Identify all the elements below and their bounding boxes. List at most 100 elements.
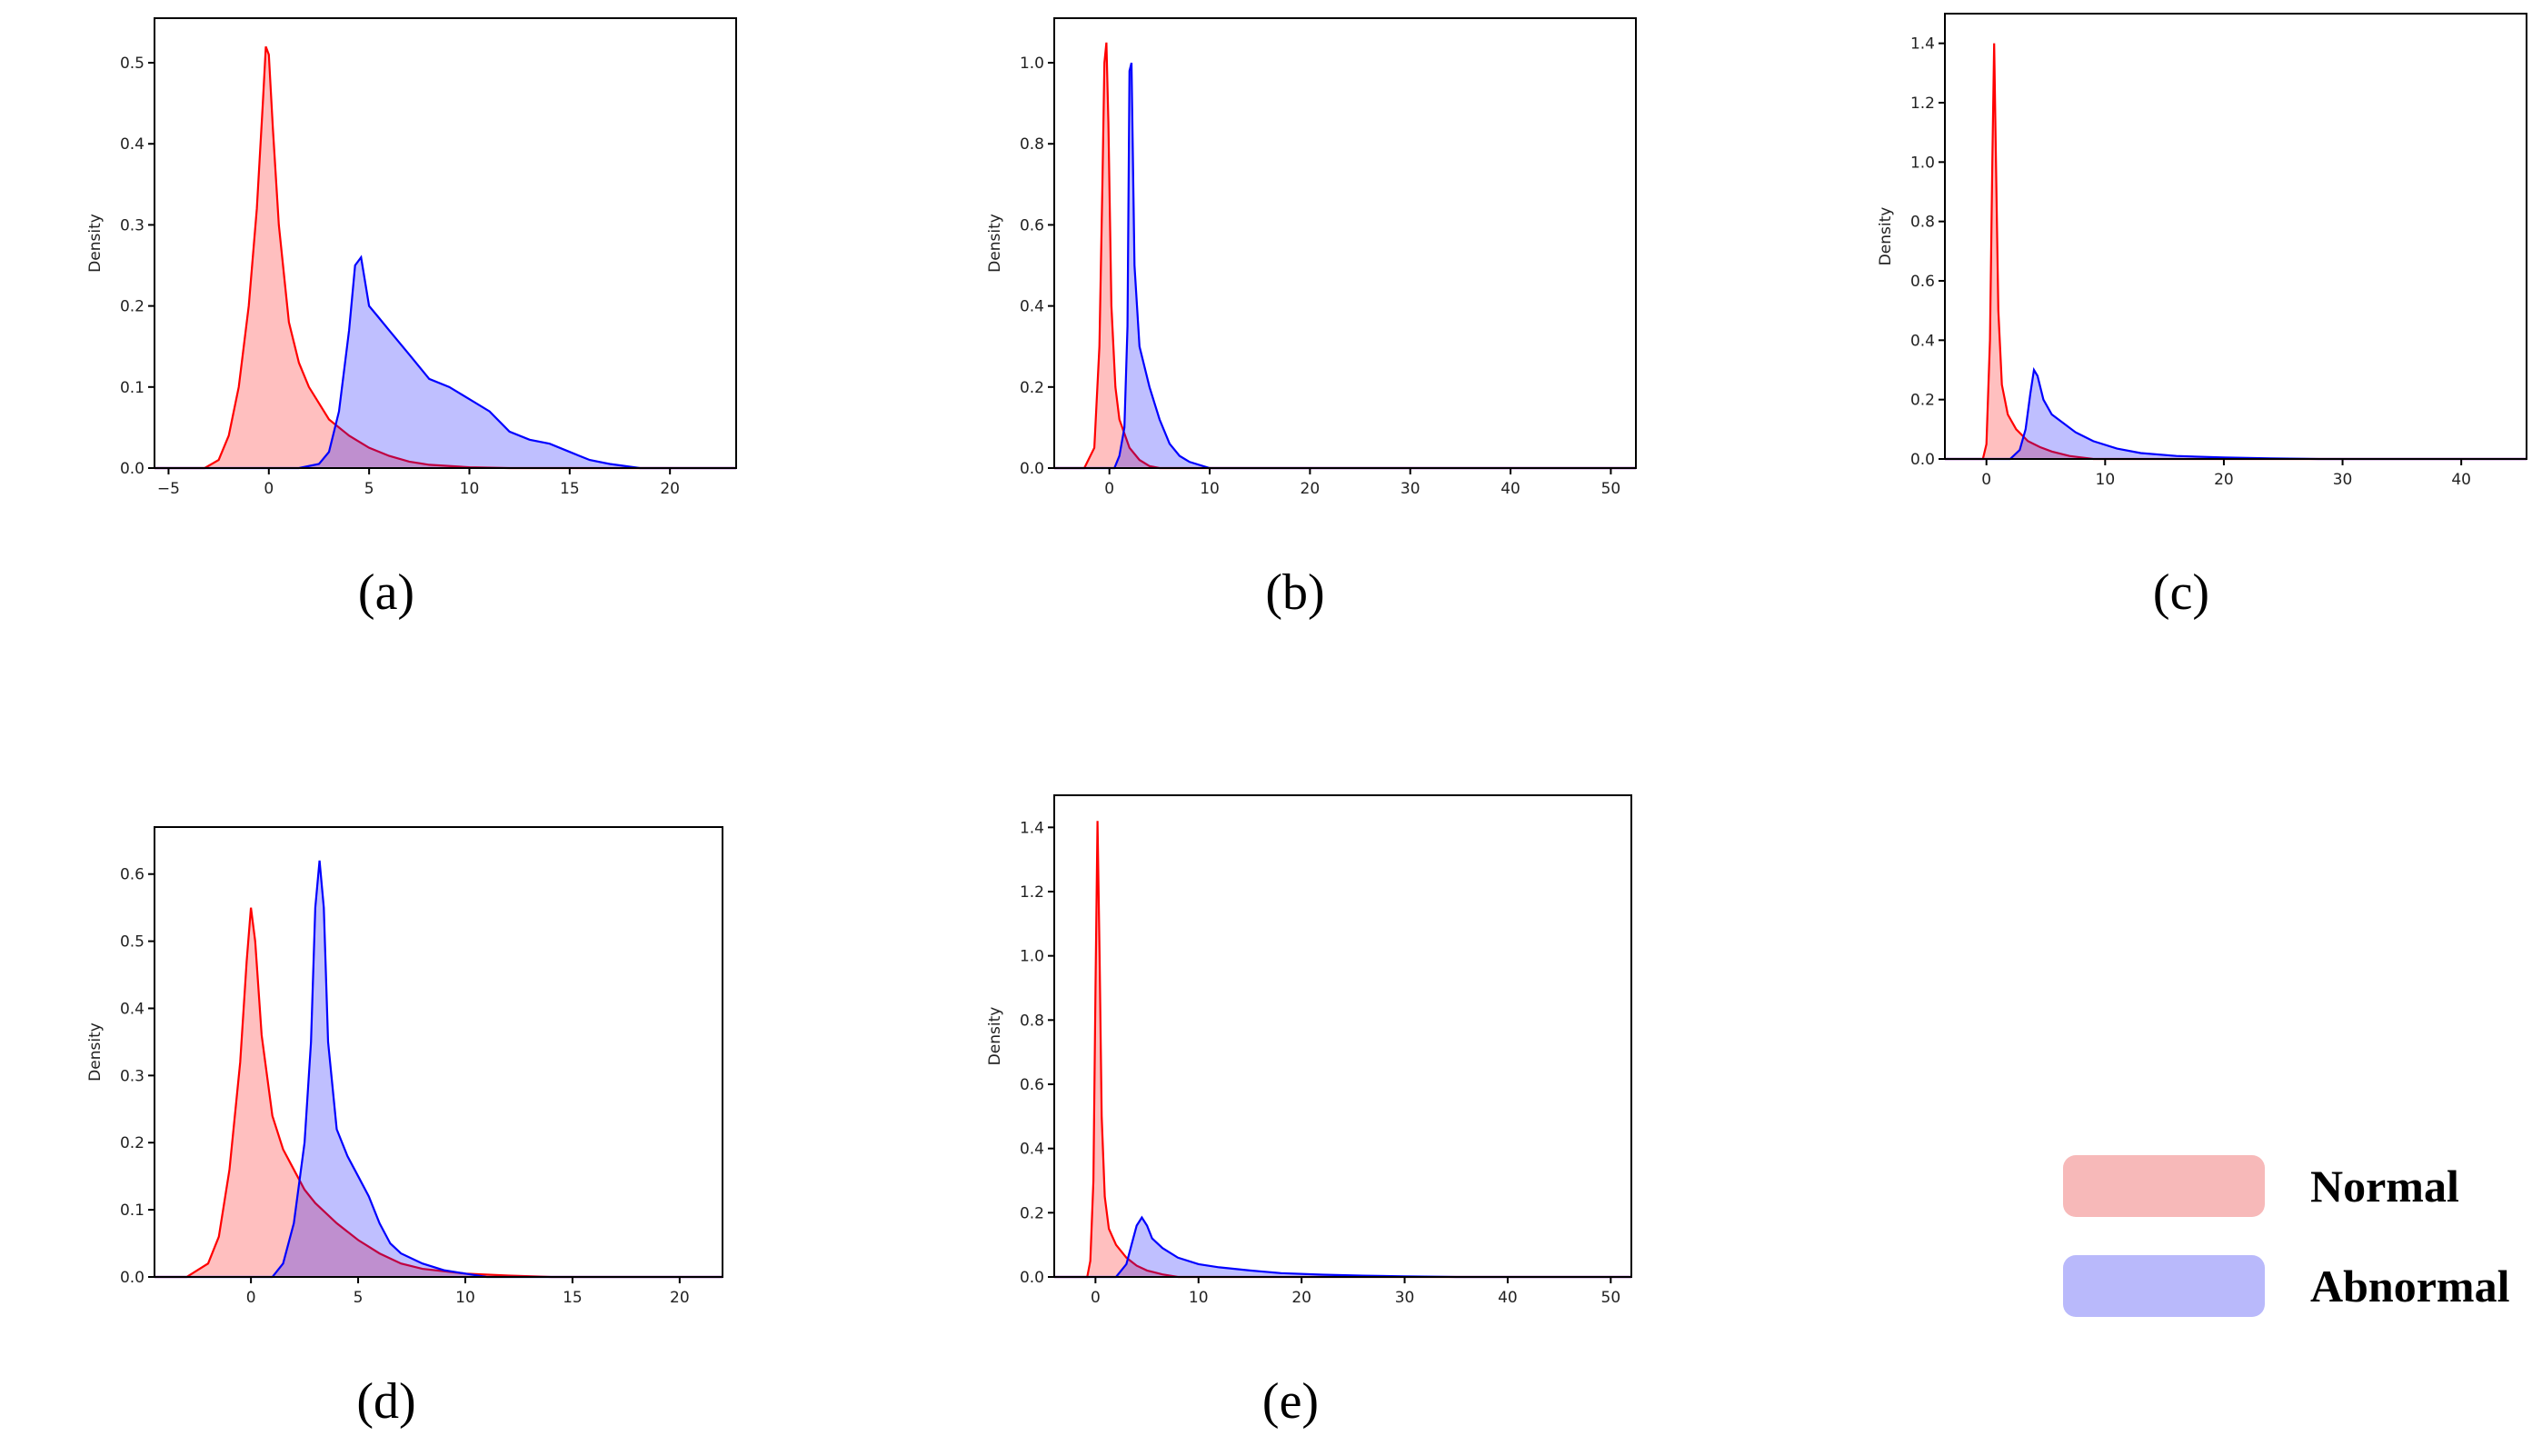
- axes-frame: [1053, 794, 1632, 1278]
- y-tick-label: 0.0: [1910, 451, 1935, 469]
- legend: Normal Abnormal: [2063, 1154, 2517, 1327]
- area-abnormal: [155, 257, 736, 468]
- area-normal: [155, 46, 736, 468]
- panel-caption: (d): [356, 1373, 416, 1430]
- x-tick-label: 5: [364, 480, 374, 498]
- y-tick-label: 0.1: [120, 379, 145, 397]
- y-tick-label: 0.6: [1020, 1076, 1044, 1094]
- y-tick-label: 1.4: [1020, 819, 1044, 837]
- chart-panel-1: 0 10 20 30 40 50 0.0 0.2 0.4 0.6 0.8 1.0 Density: [986, 17, 1637, 498]
- y-tick-label: 0.0: [120, 460, 145, 478]
- line-abnormal: [1054, 1215, 1631, 1279]
- panel-caption: (e): [1261, 1373, 1320, 1430]
- y-tick-label: 0.2: [1020, 1204, 1044, 1222]
- area-normal: [1054, 821, 1631, 1277]
- x-tick-label: 20: [1291, 1289, 1311, 1307]
- y-tick-label: 0.4: [1020, 298, 1044, 316]
- y-tick-label: 0.0: [1020, 1269, 1044, 1287]
- x-tick-label: 10: [1189, 1289, 1209, 1307]
- y-axis-label: Density: [1877, 207, 1895, 266]
- line-abnormal: [1945, 366, 2527, 461]
- x-tick-label: 40: [2451, 471, 2471, 489]
- legend-swatch-abnormal: [2063, 1255, 2265, 1317]
- x-tick-label: 20: [660, 480, 680, 498]
- x-tick-label: 15: [563, 1289, 583, 1307]
- y-tick-label: 0.1: [120, 1202, 145, 1220]
- x-tick-label: 50: [1601, 480, 1621, 498]
- line-normal: [1054, 42, 1636, 470]
- x-tick-label: 0: [1104, 480, 1114, 498]
- chart-panel-4: 0 10 20 30 40 50 0.0 0.2 0.4 0.6 0.8 1.0 1.2 1.4 Densi…: [986, 794, 1632, 1307]
- area-normal: [155, 907, 723, 1277]
- panel-caption: (c): [2152, 564, 2210, 621]
- x-tick-label: 50: [1601, 1289, 1621, 1307]
- legend-item-normal: Normal: [2063, 1154, 2459, 1218]
- x-tick-label: 0: [246, 1289, 256, 1307]
- y-tick-label: 0.6: [1020, 216, 1044, 234]
- x-tick-label: 30: [2333, 471, 2353, 489]
- x-tick-label: 5: [354, 1289, 364, 1307]
- line-abnormal: [155, 860, 723, 1279]
- line-normal: [155, 45, 736, 470]
- x-tick-label: 20: [670, 1289, 690, 1307]
- y-tick-label: 0.4: [1910, 332, 1935, 350]
- y-tick-label: 1.0: [1020, 55, 1044, 73]
- y-tick-label: 0.6: [1910, 273, 1935, 291]
- line-abnormal: [1054, 62, 1636, 470]
- x-tick-label: −5: [157, 480, 180, 498]
- y-tick-label: 0.0: [1020, 460, 1044, 478]
- y-tick-label: 0.2: [1020, 379, 1044, 397]
- y-tick-label: 1.0: [1020, 948, 1044, 966]
- y-tick-label: 0.5: [120, 55, 145, 73]
- panel-caption: (a): [357, 564, 415, 621]
- axes-frame: [154, 826, 723, 1278]
- x-tick-label: 30: [1395, 1289, 1415, 1307]
- y-tick-label: 0.2: [1910, 392, 1935, 410]
- y-tick-label: 0.8: [1910, 214, 1935, 232]
- line-normal: [1945, 43, 2527, 461]
- x-tick-label: 20: [1301, 480, 1321, 498]
- x-tick-label: 40: [1498, 1289, 1518, 1307]
- x-tick-label: 20: [2214, 471, 2234, 489]
- y-tick-label: 1.4: [1910, 35, 1935, 54]
- legend-label-normal: Normal: [2310, 1161, 2459, 1212]
- x-tick-label: 10: [2096, 471, 2116, 489]
- chart-panel-3: 0 5 10 15 20 0.0 0.1 0.2 0.3 0.4 0.5 0.6 Density: [86, 826, 723, 1307]
- y-tick-label: 0.0: [120, 1269, 145, 1287]
- y-tick-label: 0.8: [1020, 135, 1044, 154]
- y-axis-label: Density: [86, 1022, 105, 1082]
- y-tick-label: 0.3: [120, 1067, 145, 1085]
- y-tick-label: 0.2: [120, 298, 145, 316]
- legend-label-abnormal: Abnormal: [2310, 1261, 2510, 1311]
- y-axis-label: Density: [986, 214, 1004, 273]
- y-tick-label: 0.3: [120, 216, 145, 234]
- y-tick-label: 0.6: [120, 866, 145, 884]
- area-abnormal: [1054, 63, 1636, 468]
- line-normal: [1054, 821, 1631, 1279]
- y-axis-label: Density: [86, 214, 105, 273]
- line-abnormal: [155, 254, 736, 470]
- panel-caption: (b): [1265, 564, 1325, 621]
- y-tick-label: 0.4: [120, 135, 145, 154]
- y-tick-label: 1.0: [1910, 154, 1935, 172]
- axes-frame: [154, 17, 737, 469]
- legend-swatch-normal: [2063, 1155, 2265, 1217]
- line-normal: [155, 907, 723, 1279]
- x-tick-label: 10: [1200, 480, 1220, 498]
- x-tick-label: 0: [1981, 471, 1991, 489]
- y-tick-label: 0.2: [120, 1134, 145, 1152]
- area-normal: [1945, 43, 2527, 459]
- x-tick-label: 0: [1091, 1289, 1101, 1307]
- x-tick-label: 40: [1500, 480, 1520, 498]
- axes-frame: [1944, 13, 2527, 460]
- y-tick-label: 1.2: [1020, 883, 1044, 902]
- x-tick-label: 30: [1401, 480, 1421, 498]
- x-tick-label: 10: [460, 480, 480, 498]
- chart-panel-2: 0 10 20 30 40 0.0 0.2 0.4 0.6 0.8 1.0 1.2 1.4 Density: [1877, 13, 2527, 489]
- area-normal: [1054, 42, 1636, 469]
- y-tick-label: 0.4: [1020, 1141, 1044, 1159]
- chart-panel-0: −5 0 5 10 15 20 0.0 0.1 0.2 0.3 0.4 0.5 Density: [86, 17, 737, 498]
- y-tick-label: 0.5: [120, 933, 145, 952]
- x-tick-label: 10: [455, 1289, 475, 1307]
